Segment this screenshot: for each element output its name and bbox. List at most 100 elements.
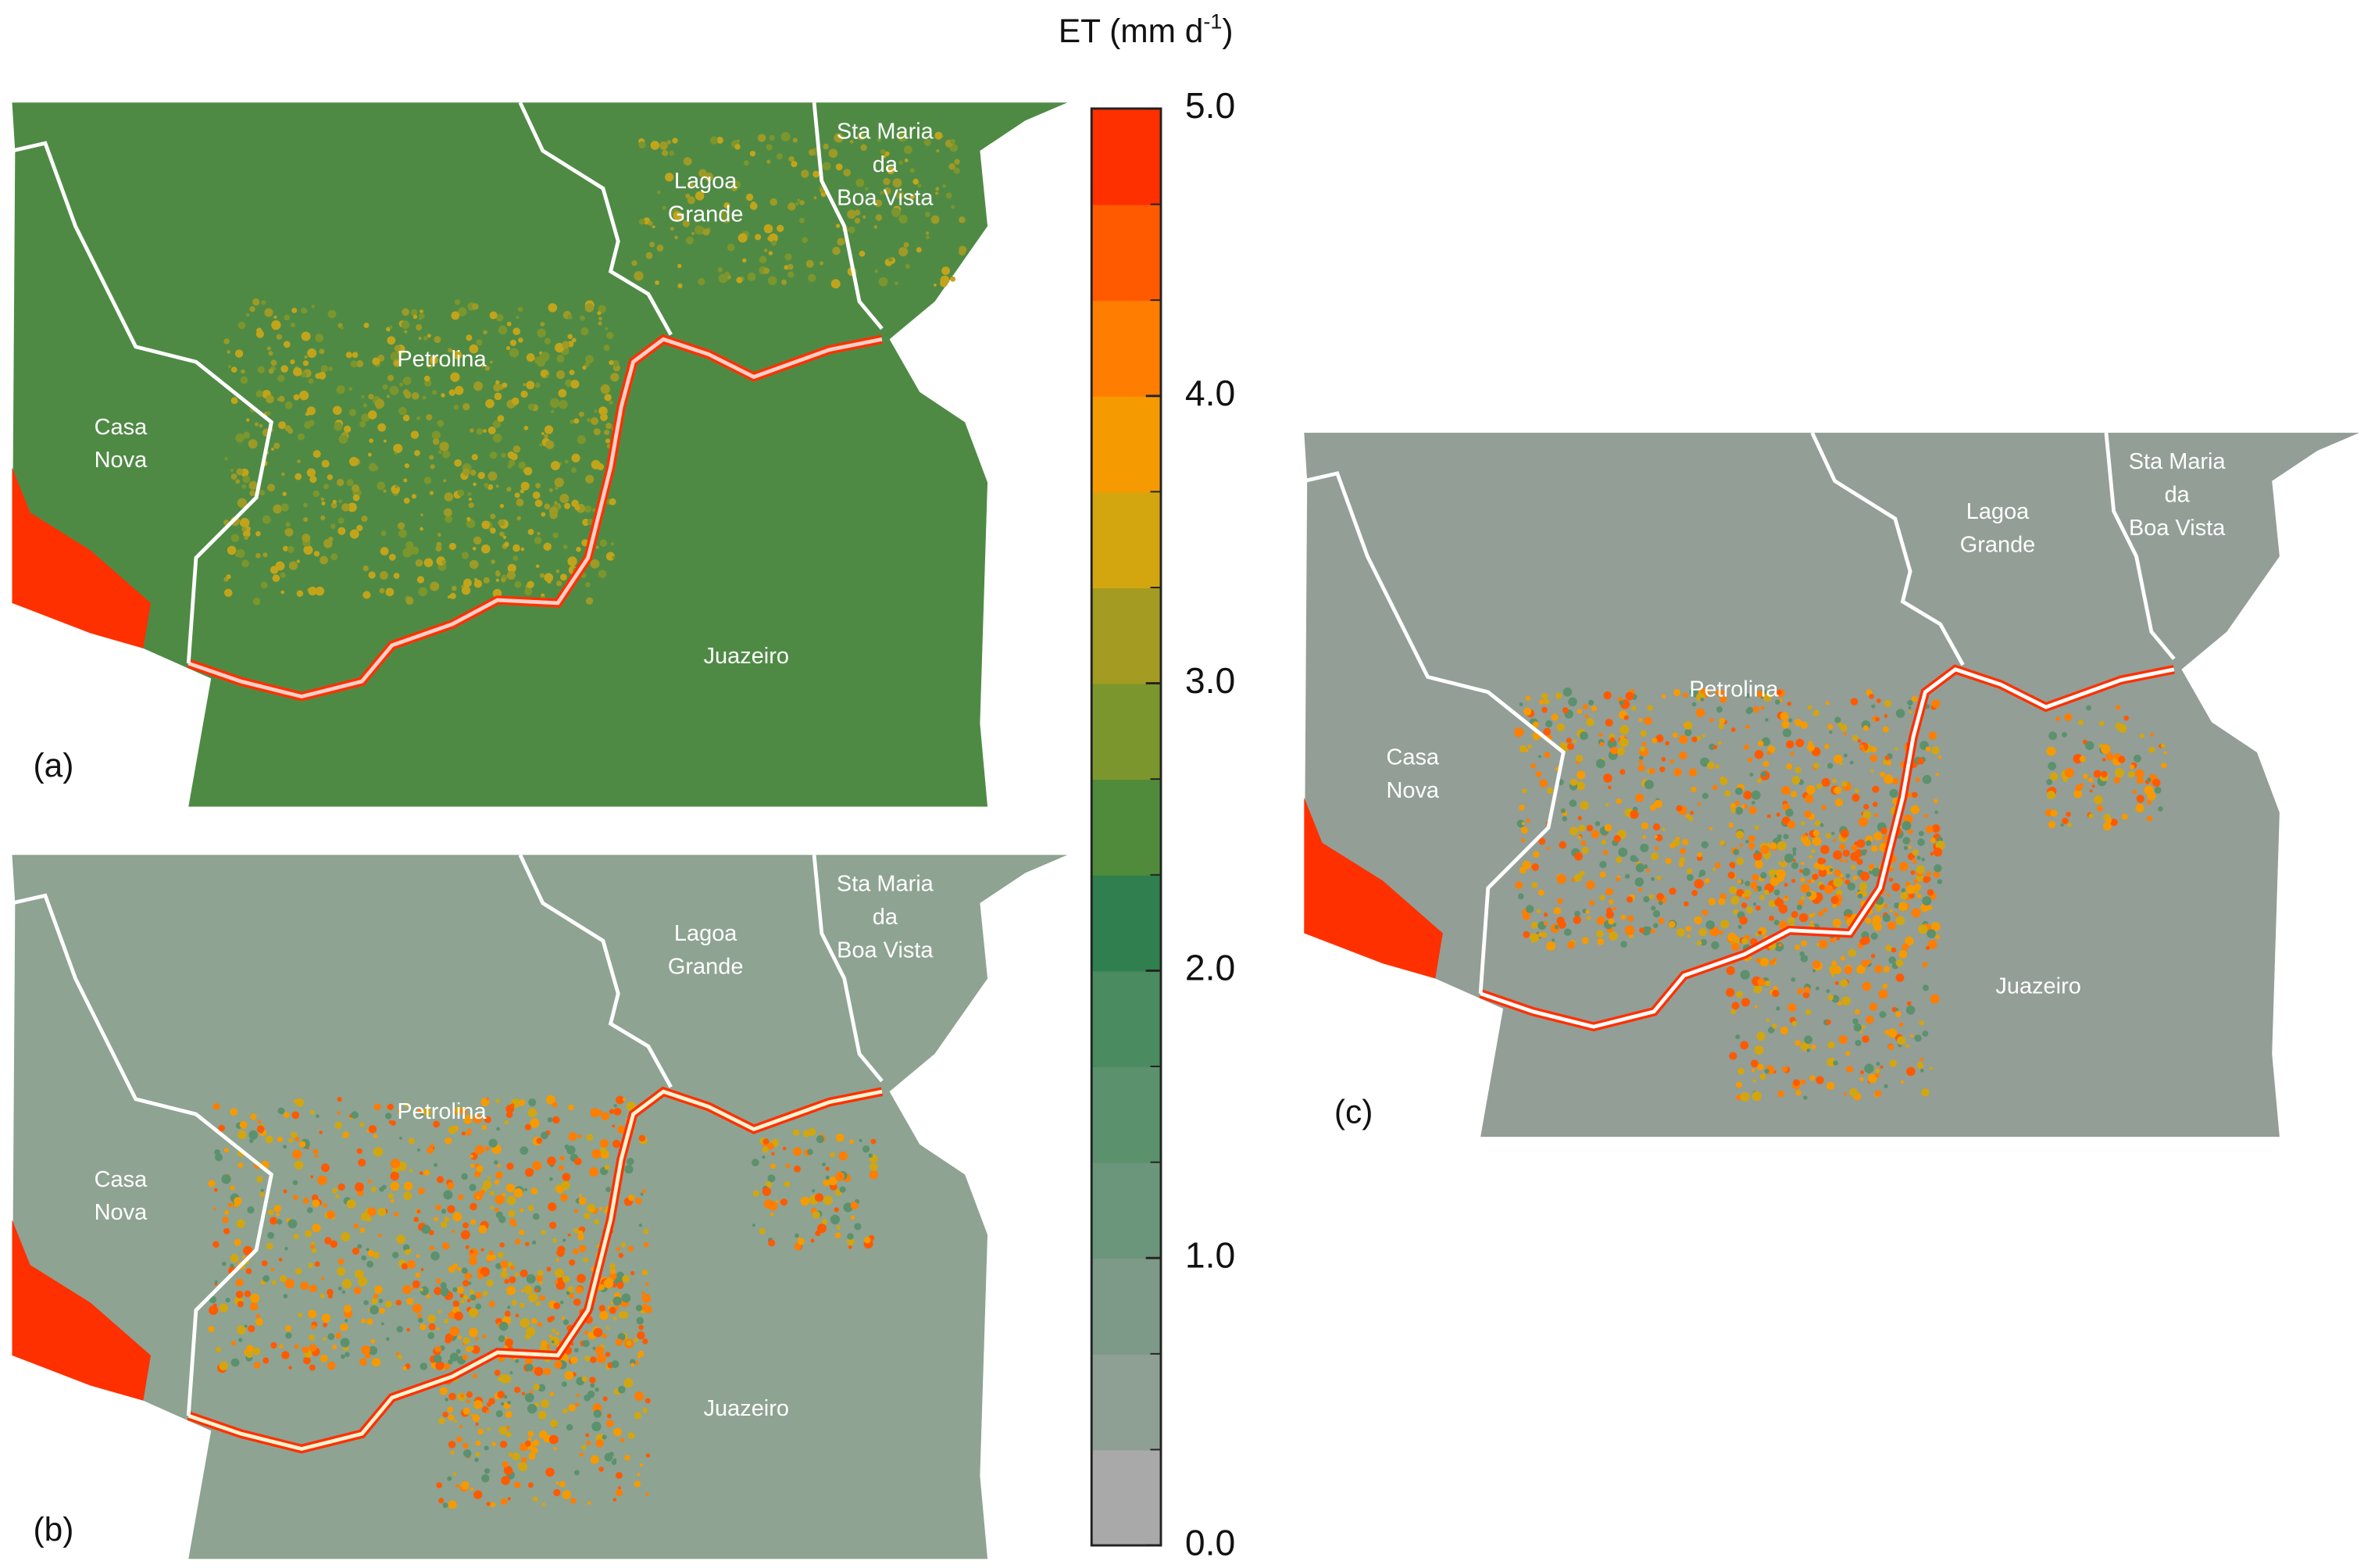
pixel-patch xyxy=(549,1391,555,1397)
pixel-patch xyxy=(573,1209,578,1213)
pixel-patch xyxy=(306,468,316,477)
pixel-patch xyxy=(404,391,412,399)
pixel-patch xyxy=(1748,842,1755,850)
pixel-patch xyxy=(645,1398,651,1404)
pixel-patch xyxy=(598,1466,604,1472)
pixel-patch xyxy=(519,1229,525,1236)
pixel-patch xyxy=(555,1331,559,1335)
pixel-patch xyxy=(353,1223,359,1229)
pixel-patch xyxy=(1832,778,1837,784)
pixel-patch xyxy=(444,1216,450,1223)
pixel-patch xyxy=(1734,800,1741,806)
pixel-patch xyxy=(432,438,440,445)
pixel-patch xyxy=(227,365,232,369)
pixel-patch xyxy=(2086,705,2092,711)
pixel-patch xyxy=(505,1183,515,1193)
pixel-patch xyxy=(1751,790,1761,800)
pixel-patch xyxy=(444,1319,449,1324)
pixel-patch xyxy=(1718,723,1725,730)
pixel-patch xyxy=(1642,835,1647,839)
pixel-patch xyxy=(1525,748,1529,752)
pixel-patch xyxy=(488,1301,495,1308)
pixel-patch xyxy=(423,375,430,382)
pixel-patch xyxy=(373,1294,378,1299)
pixel-patch xyxy=(282,491,287,496)
pixel-patch xyxy=(293,394,300,401)
pixel-patch xyxy=(284,1325,292,1332)
pixel-patch xyxy=(582,1340,590,1348)
pixel-patch xyxy=(223,1148,229,1153)
pixel-patch xyxy=(512,327,521,335)
pixel-patch xyxy=(1794,766,1802,773)
pixel-patch xyxy=(1638,759,1643,764)
pixel-patch xyxy=(518,338,523,343)
pixel-patch xyxy=(444,492,454,502)
pixel-patch xyxy=(355,1269,364,1279)
pixel-patch xyxy=(2098,743,2104,748)
pixel-patch xyxy=(1702,734,1705,738)
pixel-patch xyxy=(1840,829,1849,838)
pixel-patch xyxy=(1787,916,1795,925)
pixel-patch xyxy=(782,1146,787,1151)
pixel-patch xyxy=(838,1151,848,1161)
pixel-patch xyxy=(1898,1022,1904,1027)
pixel-patch xyxy=(489,1191,495,1196)
pixel-patch xyxy=(1744,880,1751,887)
pixel-patch xyxy=(1792,859,1796,863)
pixel-patch xyxy=(361,413,370,423)
pixel-patch xyxy=(252,1347,261,1355)
pixel-patch xyxy=(1806,1048,1811,1052)
pixel-patch xyxy=(609,1109,615,1114)
pixel-patch xyxy=(559,573,567,581)
pixel-patch xyxy=(442,1411,448,1418)
pixel-patch xyxy=(520,547,525,552)
pixel-patch xyxy=(499,503,505,509)
pixel-patch xyxy=(1577,770,1586,780)
title-sup: -1 xyxy=(1203,10,1222,34)
pixel-patch xyxy=(1935,934,1940,939)
pixel-patch xyxy=(447,1406,454,1413)
pixel-patch xyxy=(416,576,425,584)
pixel-patch xyxy=(1934,810,1938,814)
pixel-patch xyxy=(518,461,527,470)
pixel-patch xyxy=(1908,892,1915,899)
pixel-patch xyxy=(321,1313,331,1323)
pixel-patch xyxy=(1937,879,1943,884)
pixel-patch xyxy=(341,503,350,512)
pixel-patch xyxy=(796,198,801,202)
pixel-patch xyxy=(514,580,522,588)
pixel-patch xyxy=(1756,691,1764,698)
pixel-patch xyxy=(439,1387,448,1395)
pixel-patch xyxy=(569,1293,575,1298)
pixel-patch xyxy=(1594,820,1601,827)
pixel-patch xyxy=(589,1377,596,1384)
pixel-patch xyxy=(1730,802,1737,809)
pixel-patch xyxy=(437,1310,441,1314)
pixel-patch xyxy=(335,1194,340,1199)
pixel-patch xyxy=(553,1488,561,1497)
pixel-patch xyxy=(484,1116,491,1123)
pixel-patch xyxy=(1764,980,1771,988)
pixel-patch xyxy=(604,1164,610,1170)
pixel-patch xyxy=(1530,921,1538,929)
pixel-patch xyxy=(1530,763,1536,769)
pixel-patch xyxy=(377,481,386,491)
place-line: Juazeiro xyxy=(704,644,789,669)
pixel-patch xyxy=(1847,882,1856,891)
pixel-patch xyxy=(502,535,507,539)
pixel-patch xyxy=(526,353,535,362)
pixel-patch xyxy=(604,429,610,435)
pixel-patch xyxy=(1647,705,1653,711)
pixel-patch xyxy=(477,1428,484,1435)
pixel-patch xyxy=(662,205,666,210)
pixel-patch xyxy=(1903,845,1909,851)
pixel-patch xyxy=(1519,804,1525,811)
pixel-patch xyxy=(1743,744,1749,750)
pixel-patch xyxy=(548,1434,559,1445)
pixel-patch xyxy=(230,397,238,405)
pixel-patch xyxy=(495,1211,503,1219)
pixel-patch xyxy=(1752,1091,1762,1102)
pixel-patch xyxy=(591,459,601,470)
pixel-patch xyxy=(883,187,891,195)
pixel-patch xyxy=(373,1147,384,1157)
